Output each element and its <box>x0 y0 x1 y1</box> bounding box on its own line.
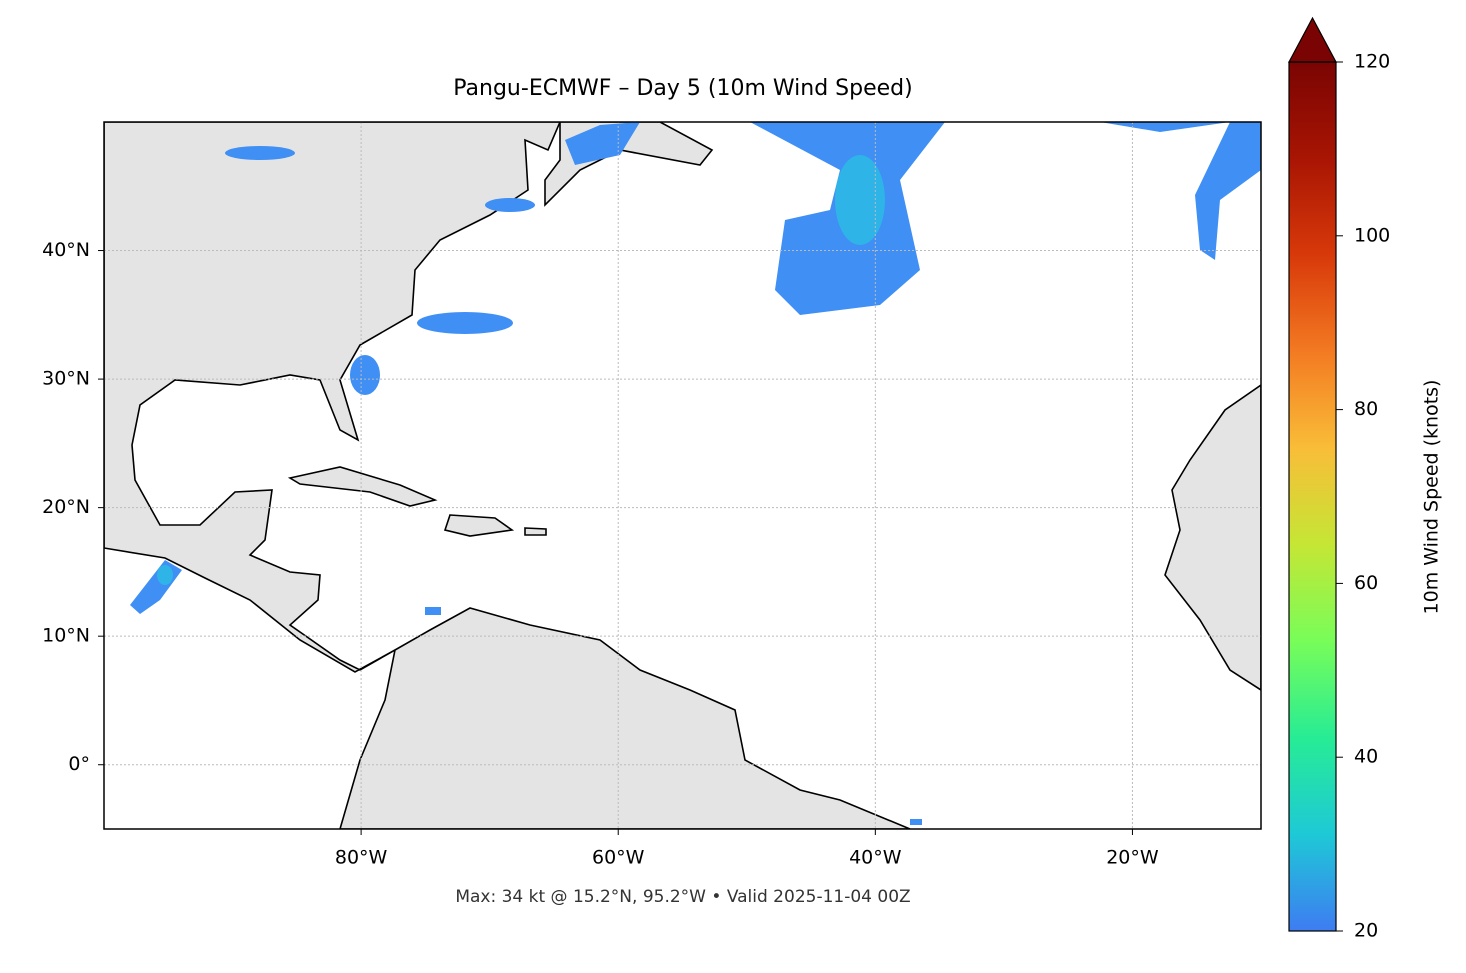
colorbar-tick-label: 100 <box>1354 224 1390 246</box>
x-tick-label: 60°W <box>592 847 645 869</box>
wind-core <box>157 565 173 585</box>
colorbar <box>1289 62 1336 931</box>
footnote: Max: 34 kt @ 15.2°N, 95.2°W • Valid 2025… <box>455 887 910 907</box>
colorbar-tick-label: 80 <box>1354 398 1378 420</box>
wind-area <box>485 198 535 212</box>
wind-area <box>910 819 922 825</box>
x-tick-label: 40°W <box>849 847 902 869</box>
north-america <box>104 122 561 673</box>
y-tick-label: 30°N <box>42 368 90 390</box>
wind-area <box>350 355 380 395</box>
map-title: Pangu-ECMWF – Day 5 (10m Wind Speed) <box>453 76 912 101</box>
y-tick-label: 0° <box>68 753 90 775</box>
cuba <box>287 466 438 507</box>
colorbar-tick-label: 40 <box>1354 746 1378 768</box>
hispaniola <box>443 514 515 537</box>
puerto-rico <box>524 527 547 536</box>
x-tick-label: 20°W <box>1106 847 1159 869</box>
wind-core <box>835 155 885 245</box>
colorbar-tick-label: 60 <box>1354 572 1378 594</box>
wind-area <box>1195 122 1261 260</box>
colorbar-tick-label: 120 <box>1354 51 1390 73</box>
colorbar-label: 10m Wind Speed (knots) <box>1421 380 1443 615</box>
x-tick-label: 80°W <box>335 847 388 869</box>
wind-area <box>425 607 441 615</box>
colorbar-extend <box>1287 16 1338 63</box>
wind-area <box>130 560 182 614</box>
colorbar-frame <box>1288 61 1337 932</box>
wind-area <box>1100 122 1230 132</box>
africa <box>1164 384 1261 691</box>
colorbar-tick-label: 20 <box>1354 920 1378 942</box>
y-tick-label: 10°N <box>42 625 90 647</box>
map-frame <box>103 121 1262 830</box>
wind-area <box>225 146 295 160</box>
south-america <box>339 607 911 829</box>
y-tick-label: 40°N <box>42 239 90 261</box>
map-area <box>104 122 1261 829</box>
y-tick-label: 20°N <box>42 496 90 518</box>
wind-area <box>417 312 513 334</box>
wind-area <box>565 122 640 165</box>
grid <box>104 122 1261 829</box>
